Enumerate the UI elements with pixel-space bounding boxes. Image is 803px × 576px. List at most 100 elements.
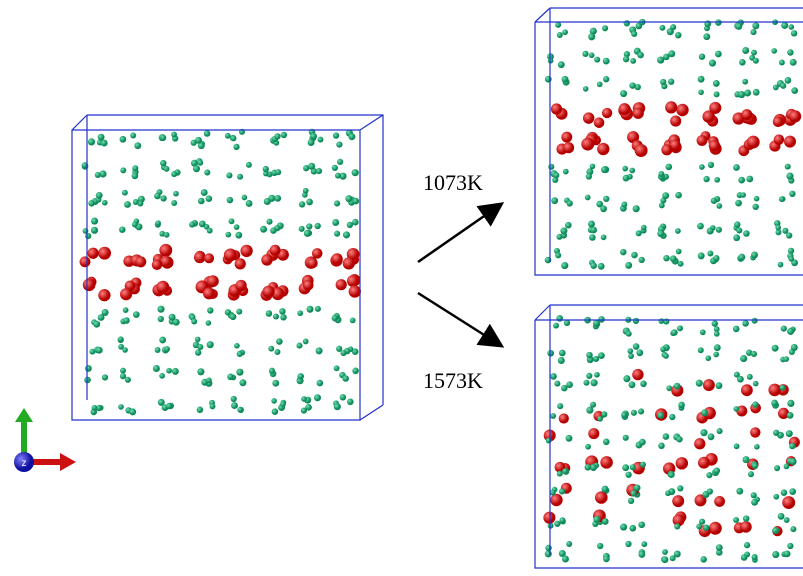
green-atom [640,462,646,468]
boxes [72,8,803,568]
green-atom [557,403,563,409]
green-atom [558,357,565,364]
green-atom [160,195,166,201]
green-atom [623,56,629,62]
green-atom [566,541,572,547]
green-atom [752,22,759,29]
green-atom [786,430,793,437]
green-atom [787,543,793,549]
green-atom [230,313,237,320]
green-atom [556,234,562,240]
green-atom [306,223,312,229]
green-atom [659,318,665,324]
green-atom [670,255,677,262]
green-atom [737,376,744,383]
green-atom [740,192,746,198]
green-atom [585,195,591,201]
green-atom [754,444,760,450]
red-atom [588,428,599,439]
red-atom [83,278,96,291]
green-atom [698,89,704,95]
red-atom [550,494,562,506]
red-atom [619,103,631,115]
green-atom [771,400,778,407]
red-atom [204,253,214,263]
green-atom [301,396,307,402]
green-atom [629,381,636,388]
green-atom [707,251,713,257]
green-atom [674,523,680,529]
green-atom [123,307,129,313]
red-atom [261,254,272,265]
green-atom [751,492,757,498]
red-atom [676,457,688,469]
green-atom [350,317,356,323]
green-atom [788,256,794,262]
green-atom [129,408,136,415]
green-atom [348,133,355,140]
green-atom [95,172,101,178]
green-atom [589,234,596,241]
green-atom [164,346,170,352]
green-atom [132,173,139,180]
green-atom [352,169,359,176]
green-atom [118,404,124,410]
green-atom [281,132,287,138]
arrow [418,205,500,262]
green-atom [662,549,668,555]
green-atom [279,308,286,315]
green-atom [555,252,561,258]
green-atom [700,429,707,436]
green-atom [246,200,253,207]
green-atom [597,543,603,549]
green-atom [746,176,753,183]
green-atom [657,230,664,237]
green-atom [268,346,274,352]
green-atom [742,320,749,327]
temperature-label: 1073K [423,170,483,195]
red-atom [768,384,781,397]
green-atom [88,138,95,145]
green-atom [308,163,315,170]
green-atom [638,551,645,558]
green-atom [735,23,742,30]
red-atom [784,136,796,148]
green-atom [297,373,304,380]
green-atom [703,524,710,531]
green-atom [299,201,305,207]
green-atom [622,166,628,172]
green-atom [225,232,231,238]
green-atom [545,76,552,83]
green-atom [598,263,605,270]
green-atom [91,218,98,225]
green-atom [565,222,572,229]
green-atom [197,407,203,413]
green-atom [708,433,715,440]
green-atom [787,412,794,419]
green-atom [229,218,235,224]
green-atom [623,435,629,441]
green-atom [636,349,643,356]
green-atom [588,221,595,228]
arrow [418,293,500,345]
green-atom [602,518,609,525]
green-atom [787,49,793,55]
green-atom [566,435,573,442]
green-atom [699,519,705,525]
red-atom [203,287,215,299]
green-atom [155,347,161,353]
green-atom [713,467,720,474]
green-atom [550,413,556,419]
green-atom [629,525,636,532]
green-atom [133,311,140,318]
green-atom [160,135,166,141]
green-atom [744,90,751,97]
green-atom [665,490,671,496]
green-atom [625,262,632,269]
green-atom [239,379,246,386]
green-atom [197,344,203,350]
green-atom [677,325,683,331]
axis-triad: z [14,408,76,472]
red-atom [347,275,359,287]
green-atom [603,556,610,563]
